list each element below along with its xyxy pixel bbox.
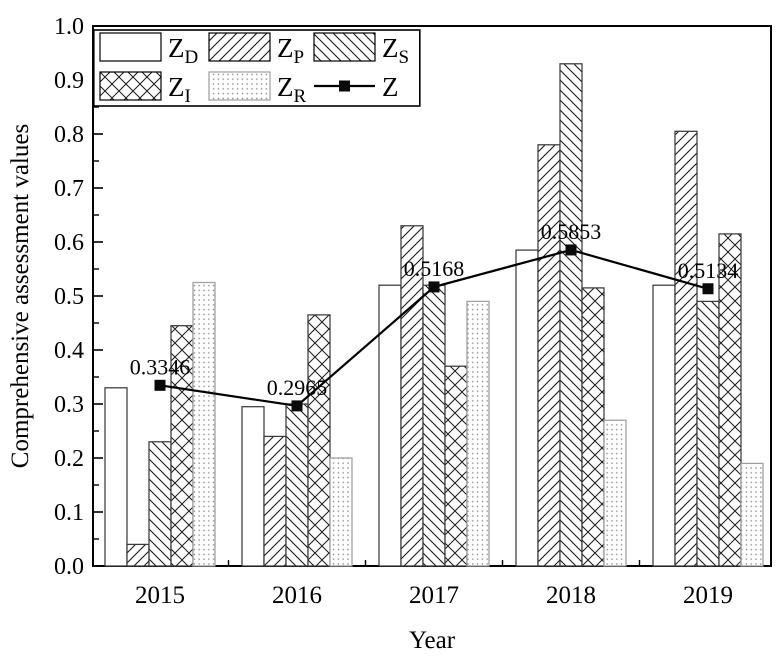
bar-zd-2018 — [515, 249, 539, 567]
z-marker-2017 — [428, 281, 440, 293]
legend: ZD ZP ZS ZI ZR Z — [93, 29, 421, 107]
y-tick-label: 0.8 — [54, 122, 84, 148]
legend-label-zd: ZD — [168, 33, 198, 68]
x-axis-title: Year — [409, 627, 456, 654]
z-line-series: 0.3346 0.2965 0.5168 0.5853 0.5134 — [130, 219, 739, 412]
x-tick-label: 2019 — [683, 582, 733, 609]
bar-zi-2018 — [581, 287, 605, 567]
legend-swatch-zr — [208, 71, 271, 101]
bar-zs-2017 — [422, 284, 446, 567]
z-marker-2016 — [291, 400, 303, 412]
z-point-label: 0.5853 — [541, 219, 602, 244]
bar-zd-2017 — [378, 284, 402, 567]
z-point-label: 0.2965 — [267, 375, 328, 400]
legend-marker-sample — [339, 80, 350, 92]
x-tick-label: 2018 — [546, 582, 596, 609]
legend-label-zr: ZR — [277, 72, 307, 107]
bar-zp-2019 — [674, 130, 698, 567]
y-axis-title: Comprehensive assessment values — [7, 124, 34, 468]
bar-zp-2016 — [263, 435, 287, 567]
z-point-label: 0.5168 — [404, 256, 465, 281]
bar-zp-2018 — [537, 144, 561, 567]
z-marker-2015 — [154, 379, 166, 391]
y-tick-label: 0.2 — [54, 446, 84, 472]
bar-zr-2017 — [466, 300, 490, 567]
x-tick-label: 2017 — [409, 582, 459, 609]
y-tick-label: 0.1 — [54, 500, 84, 526]
bar-zs-2016 — [285, 403, 309, 567]
bar-zd-2015 — [104, 387, 128, 567]
legend-swatch-zp — [208, 32, 271, 62]
legend-swatch-zd — [99, 32, 162, 62]
x-tick-label: 2016 — [272, 582, 322, 609]
legend-label-zs: ZS — [382, 33, 409, 68]
z-point-label: 0.3346 — [130, 354, 191, 379]
legend-swatch-zs — [313, 32, 376, 62]
y-tick-label: 0.4 — [54, 338, 84, 364]
legend-label-zi: ZI — [168, 72, 191, 107]
legend-label-z: Z — [382, 72, 399, 102]
bar-zr-2015 — [192, 281, 216, 567]
y-tick-label: 0.6 — [54, 230, 84, 256]
bar-zr-2019 — [740, 462, 764, 567]
bar-zr-2016 — [329, 457, 353, 567]
bar-zi-2016 — [307, 314, 331, 567]
z-point-label: 0.5134 — [678, 258, 739, 283]
bar-zs-2018 — [559, 63, 583, 567]
legend-swatch-zi — [99, 71, 162, 101]
y-tick-label: 0.0 — [54, 554, 84, 580]
z-marker-2019 — [702, 283, 714, 295]
y-tick-label: 0.7 — [54, 176, 84, 202]
y-tick-label: 0.3 — [54, 392, 84, 418]
bars — [104, 63, 764, 567]
bar-zi-2019 — [718, 233, 742, 567]
legend-label-zp: ZP — [277, 33, 304, 68]
x-tick-label: 2015 — [135, 582, 185, 609]
bar-zs-2019 — [696, 300, 720, 567]
z-marker-2018 — [565, 244, 577, 256]
bar-zi-2017 — [444, 365, 468, 567]
x-axis: 2015 2016 2017 2018 2019 — [135, 557, 733, 609]
bar-zs-2015 — [148, 441, 172, 567]
bar-zr-2018 — [603, 419, 627, 567]
bar-zp-2015 — [126, 543, 150, 567]
bar-zd-2019 — [652, 284, 676, 567]
y-axis: 0.0 0.1 0.2 0.3 0.4 0.5 0.6 0.7 0.8 0.9 1.0 — [54, 14, 103, 580]
y-tick-label: 1.0 — [54, 14, 84, 40]
bar-zd-2016 — [241, 406, 265, 567]
y-tick-label: 0.9 — [54, 68, 84, 94]
y-tick-label: 0.5 — [54, 284, 84, 310]
